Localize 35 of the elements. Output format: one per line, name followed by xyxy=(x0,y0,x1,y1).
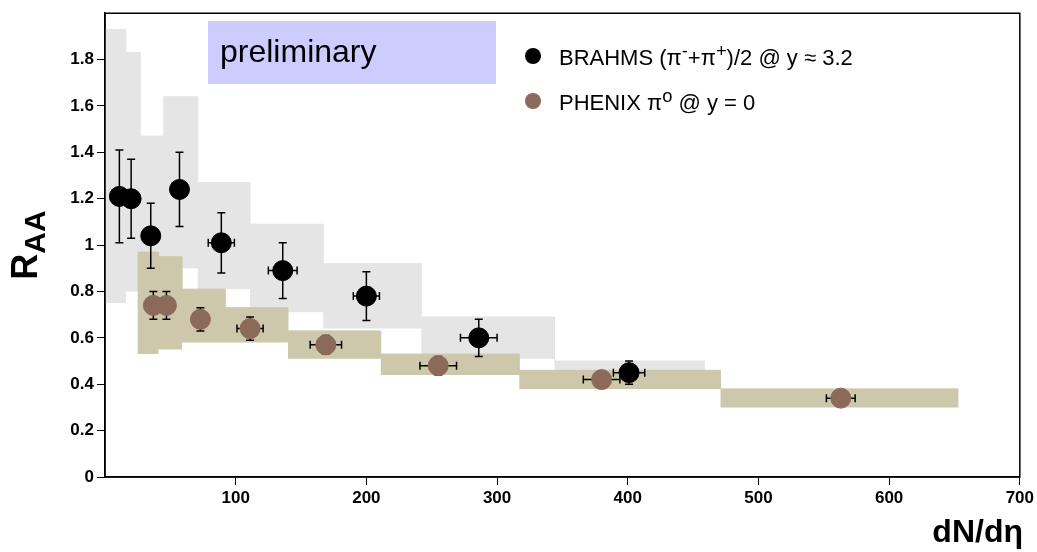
x-tick-label: 700 xyxy=(1005,487,1035,507)
x-tick-label: 400 xyxy=(613,487,642,507)
y-tick-label: 1.2 xyxy=(70,188,94,208)
y-tick-label: 0.4 xyxy=(70,373,95,393)
point xyxy=(830,387,852,409)
point xyxy=(140,225,162,247)
y-tick-label: 0.8 xyxy=(70,281,94,301)
point xyxy=(272,260,294,282)
legend-label: PHENIX π$^{o}$ @ y = 0 xyxy=(559,85,756,117)
point xyxy=(591,369,613,391)
x-tick-label: 500 xyxy=(744,487,773,507)
y-tick-label: 0.6 xyxy=(70,327,94,347)
x-tick-label: 300 xyxy=(482,487,512,507)
y-tick-label: 0 xyxy=(84,466,94,486)
point xyxy=(168,178,190,200)
point xyxy=(120,188,142,210)
point xyxy=(315,334,337,356)
point xyxy=(355,285,377,307)
x-tick-label: 600 xyxy=(874,487,904,507)
y-tick-label: 1 xyxy=(84,234,94,254)
point xyxy=(468,327,490,349)
y-tick-label: 1.8 xyxy=(70,49,94,69)
point xyxy=(239,318,261,340)
point xyxy=(427,355,449,377)
x-tick-label: 200 xyxy=(352,487,381,507)
y-tick-label: 0.2 xyxy=(70,420,94,440)
point xyxy=(189,308,211,330)
legend-label: BRAHMS (π$^{-}$+π$^{+}$)/2 @ y ≈ 3.2 xyxy=(559,40,853,72)
point xyxy=(618,362,640,384)
point xyxy=(210,232,232,254)
y-tick-label: 1.6 xyxy=(70,95,94,115)
y-tick-label: 1.4 xyxy=(70,142,95,162)
x-axis-title: dN/dη xyxy=(932,513,1023,550)
x-tick-label: 100 xyxy=(221,487,250,507)
annotation: preliminary xyxy=(220,33,377,70)
